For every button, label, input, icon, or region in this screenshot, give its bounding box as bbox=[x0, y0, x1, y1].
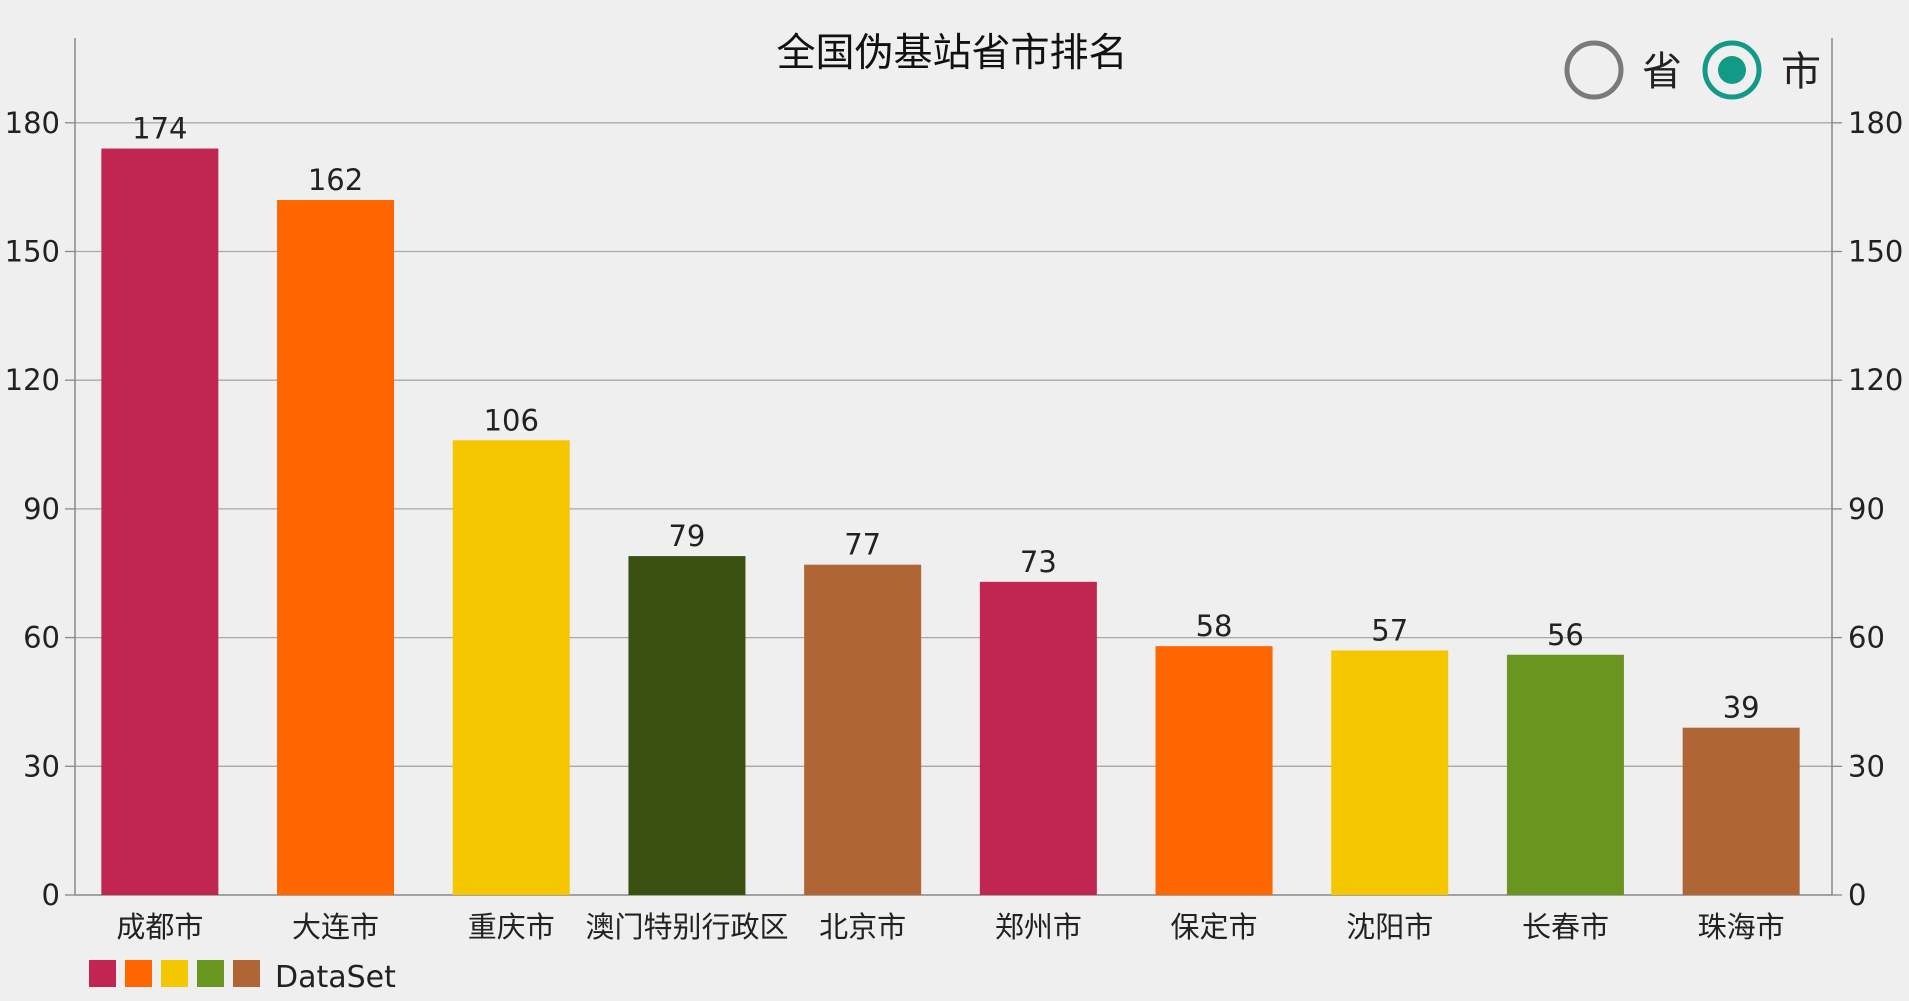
bar bbox=[804, 564, 922, 895]
y-axis-left-ticks: 0 30 60 90 120 150 180 bbox=[5, 106, 75, 912]
legend-swatch bbox=[89, 960, 116, 987]
region-radio-group: 省 市 bbox=[1564, 40, 1821, 100]
x-tick-label: 成都市 bbox=[116, 910, 203, 944]
y-tick-label-left: 90 bbox=[23, 492, 60, 526]
bar-value-label: 77 bbox=[844, 528, 881, 562]
chart-title: 全国伪基站省市排名 bbox=[776, 31, 1127, 76]
bar bbox=[979, 581, 1097, 895]
y-tick-label-right: 30 bbox=[1848, 749, 1885, 783]
bar bbox=[1155, 646, 1273, 895]
y-tick-label-right: 60 bbox=[1848, 621, 1885, 655]
bar-value-label: 57 bbox=[1371, 613, 1408, 647]
x-tick-label: 大连市 bbox=[292, 910, 379, 944]
y-tick-label-left: 150 bbox=[5, 235, 60, 269]
value-labels: 174 162 106 79 77 73 58 57 56 39 bbox=[132, 112, 1759, 725]
legend: DataSet bbox=[89, 960, 396, 995]
bar-value-label: 106 bbox=[484, 403, 539, 437]
bar bbox=[628, 556, 746, 895]
x-tick-label: 重庆市 bbox=[468, 910, 555, 944]
bar bbox=[1682, 727, 1800, 895]
bar-value-label: 162 bbox=[308, 163, 363, 197]
bar-value-label: 56 bbox=[1547, 618, 1584, 652]
bar-value-label: 73 bbox=[1020, 545, 1057, 579]
legend-swatch bbox=[161, 960, 188, 987]
bar bbox=[1331, 650, 1449, 895]
y-tick-label-left: 30 bbox=[23, 749, 60, 783]
y-tick-label-left: 0 bbox=[42, 878, 60, 912]
bar-value-label: 79 bbox=[668, 519, 705, 553]
radio-option-province[interactable]: 省 bbox=[1564, 40, 1682, 100]
radio-province-circle[interactable] bbox=[1564, 40, 1624, 100]
x-tick-label: 北京市 bbox=[819, 910, 906, 944]
radio-city-dot bbox=[1718, 56, 1746, 84]
y-tick-label-right: 0 bbox=[1848, 878, 1866, 912]
bar-value-label: 58 bbox=[1196, 609, 1233, 643]
legend-swatches bbox=[89, 960, 260, 987]
legend-label: DataSet bbox=[275, 960, 396, 995]
y-tick-label-left: 180 bbox=[5, 106, 60, 140]
x-tick-label: 珠海市 bbox=[1698, 910, 1785, 944]
bars bbox=[101, 148, 1800, 896]
x-tick-label: 沈阳市 bbox=[1346, 910, 1433, 944]
x-axis-labels: 成都市 大连市 重庆市 澳门特别行政区 北京市 郑州市 保定市 沈阳市 长春市 珠海市 bbox=[116, 910, 1784, 944]
legend-swatch bbox=[233, 960, 260, 987]
bar-value-label: 174 bbox=[132, 112, 187, 146]
y-tick-label-right: 120 bbox=[1848, 363, 1903, 397]
bar bbox=[277, 200, 395, 895]
bar bbox=[1506, 654, 1624, 895]
legend-swatch bbox=[125, 960, 152, 987]
legend-swatch bbox=[197, 960, 224, 987]
radio-city-circle[interactable] bbox=[1702, 40, 1762, 100]
bar bbox=[452, 440, 570, 895]
y-tick-label-right: 180 bbox=[1848, 106, 1903, 140]
y-tick-label-right: 90 bbox=[1848, 492, 1885, 526]
x-tick-label: 保定市 bbox=[1171, 910, 1258, 944]
y-axis-right-ticks: 0 30 60 90 120 150 180 bbox=[1832, 106, 1903, 912]
radio-option-city[interactable]: 市 bbox=[1702, 40, 1821, 100]
bar-value-label: 39 bbox=[1723, 691, 1760, 725]
y-tick-label-left: 60 bbox=[23, 621, 60, 655]
x-tick-label: 长春市 bbox=[1522, 910, 1609, 944]
bar bbox=[101, 148, 219, 896]
y-tick-label-left: 120 bbox=[5, 363, 60, 397]
x-tick-label: 澳门特别行政区 bbox=[585, 910, 788, 944]
y-tick-label-right: 150 bbox=[1848, 235, 1903, 269]
x-tick-label: 郑州市 bbox=[995, 910, 1082, 944]
radio-province-label[interactable]: 省 bbox=[1642, 49, 1682, 95]
radio-city-label[interactable]: 市 bbox=[1781, 49, 1821, 95]
